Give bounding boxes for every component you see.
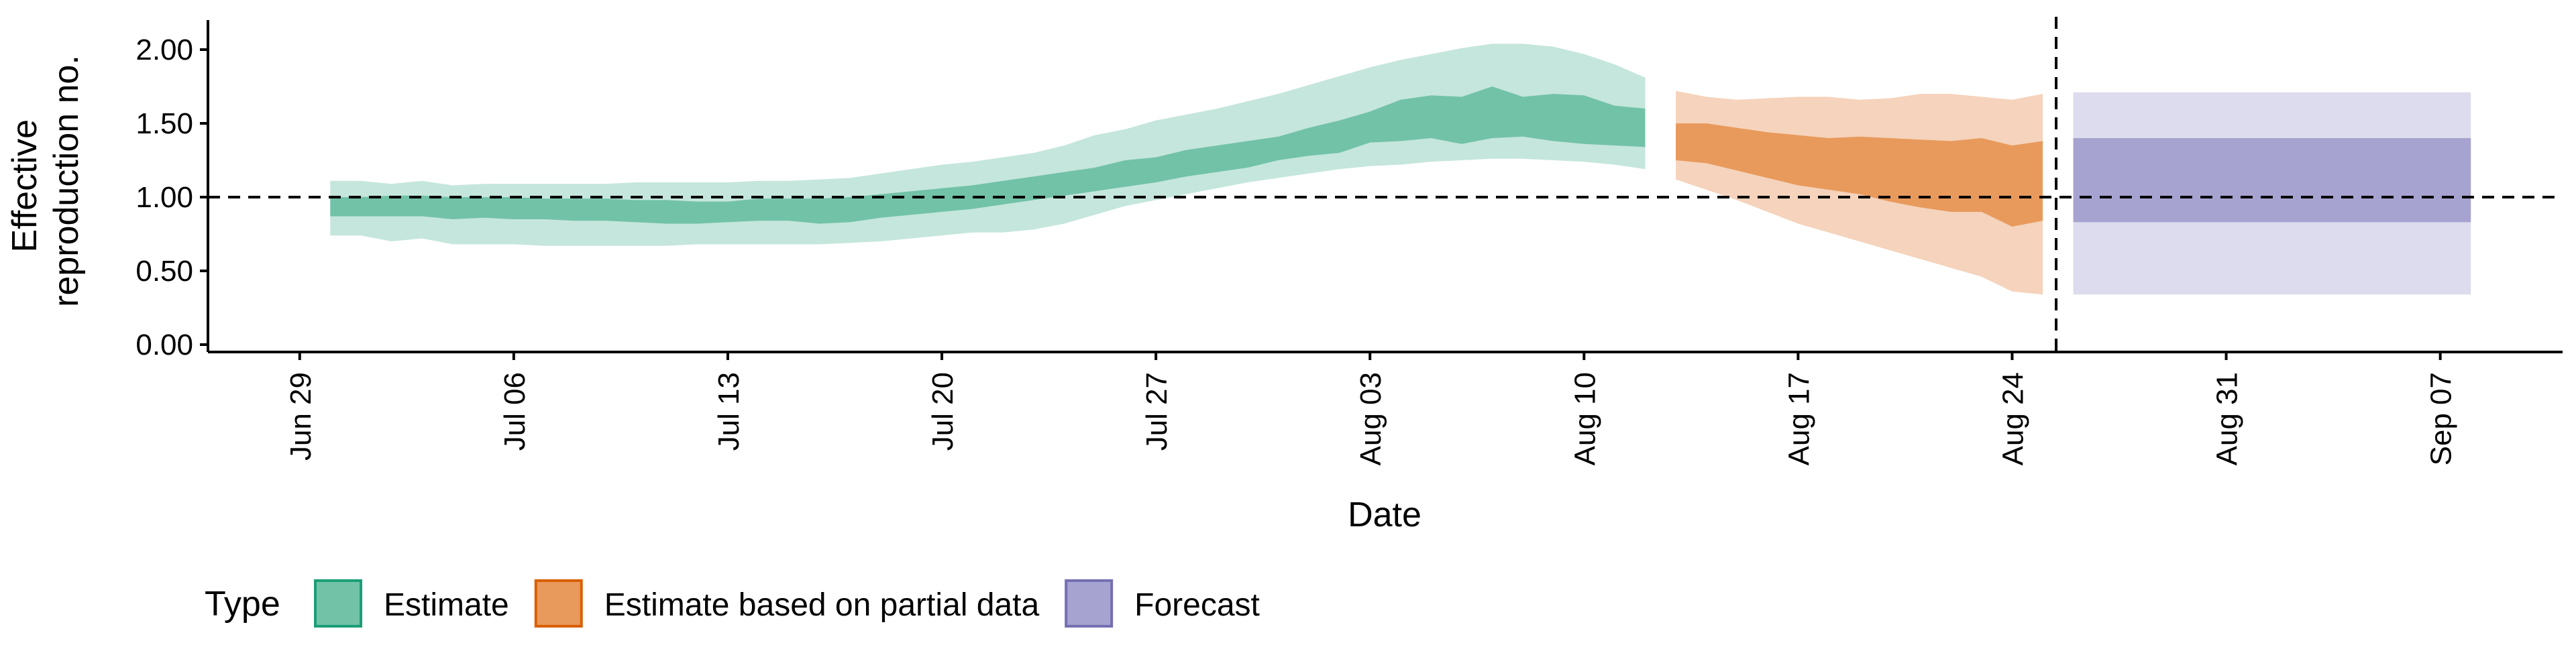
legend-title: Type bbox=[205, 585, 280, 624]
x-tick-label: Jul 20 bbox=[926, 372, 959, 451]
axes-layer: 0.00 0.50 1.00 1.50 2.00 Jun 29 Jul 06 Jul 13 Ju… bbox=[136, 20, 2563, 465]
legend-swatch-forecast bbox=[1065, 579, 1114, 628]
x-tick-label: Sep 07 bbox=[2425, 372, 2458, 465]
legend-label-estimate-based-on-partial-data: Estimate based on partial data bbox=[604, 587, 1040, 623]
y-tick-label: 2.00 bbox=[136, 34, 193, 66]
x-tick-label: Jul 06 bbox=[498, 372, 531, 451]
band-layer bbox=[330, 44, 2471, 295]
x-tick-label: Jul 27 bbox=[1140, 372, 1173, 451]
x-tick-label: Aug 17 bbox=[1782, 372, 1815, 465]
band-50-estimate bbox=[330, 86, 1646, 224]
y-tick-label: 0.00 bbox=[136, 329, 193, 361]
y-axis-title: Effective reproduction no. bbox=[5, 55, 86, 307]
legend-swatch-estimate-based-on-partial-data bbox=[534, 579, 583, 628]
y-tick-label: 0.50 bbox=[136, 255, 193, 288]
x-tick-label: Jun 29 bbox=[284, 372, 317, 461]
band-50-estimate-based-on-partial-data bbox=[1676, 123, 2043, 227]
legend-label-forecast: Forecast bbox=[1134, 587, 1260, 623]
y-axis-title-line-2: reproduction no. bbox=[47, 55, 86, 307]
legend-label-estimate: Estimate bbox=[384, 587, 509, 623]
band-50-forecast bbox=[2073, 138, 2471, 223]
y-tick-label: 1.00 bbox=[136, 181, 193, 214]
y-axis-title-line-1: Effective bbox=[5, 119, 44, 252]
x-tick-label: Aug 10 bbox=[1568, 372, 1601, 465]
legend: Type Estimate Estimate based on partial da… bbox=[205, 579, 1260, 628]
x-tick-label: Aug 31 bbox=[2211, 372, 2244, 465]
x-axis-title: Date bbox=[1348, 495, 1421, 534]
reference-line-layer bbox=[208, 17, 2563, 352]
legend-swatch-estimate bbox=[314, 579, 362, 628]
x-tick-label: Jul 13 bbox=[712, 372, 745, 451]
x-tick-label: Aug 03 bbox=[1354, 372, 1387, 465]
x-tick-label: Aug 24 bbox=[1997, 372, 2030, 465]
y-tick-label: 1.50 bbox=[136, 107, 193, 140]
band-90-estimate bbox=[330, 44, 1646, 246]
